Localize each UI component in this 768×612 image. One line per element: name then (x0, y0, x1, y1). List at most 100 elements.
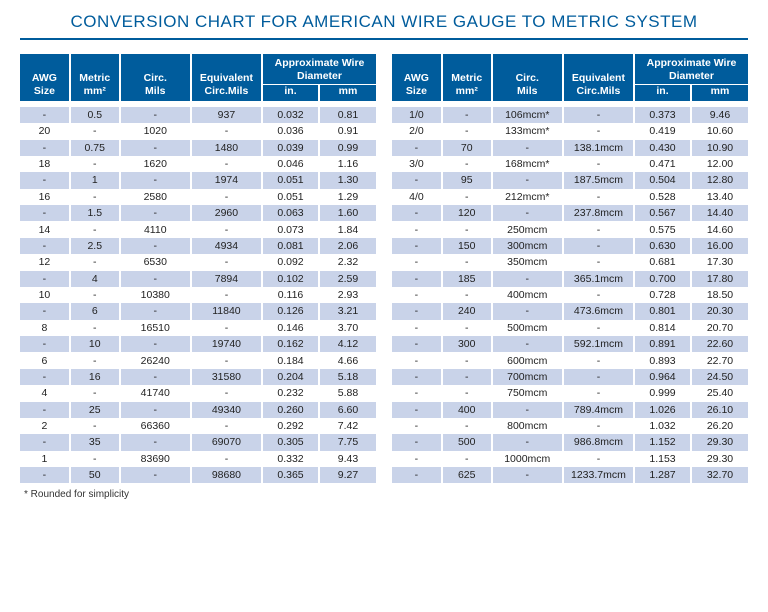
table-cell: - (191, 320, 262, 336)
table-cell: 0.891 (634, 336, 691, 352)
table-cell: 12.80 (691, 172, 748, 188)
table-cell: 0.630 (634, 238, 691, 254)
table-row: -300-592.1mcm0.89122.60 (392, 336, 748, 352)
table-cell: - (392, 320, 442, 336)
table-row: -1-19740.0511.30 (20, 172, 376, 188)
table-cell: 0.063 (262, 205, 319, 221)
table-cell: 0.373 (634, 107, 691, 123)
table-cell: - (20, 172, 70, 188)
table-cell: - (120, 271, 191, 287)
table-row: 10-10380-0.1162.93 (20, 287, 376, 303)
table-cell: 95 (442, 172, 492, 188)
table-cell: - (392, 205, 442, 221)
table-row: -1.5-29600.0631.60 (20, 205, 376, 221)
table-cell: - (120, 107, 191, 123)
table-cell: 29.30 (691, 451, 748, 467)
table-cell: 31580 (191, 369, 262, 385)
table-cell: - (20, 140, 70, 156)
table-cell: 0.116 (262, 287, 319, 303)
table-cell: - (392, 140, 442, 156)
table-cell: - (392, 467, 442, 483)
table-cell: 300 (442, 336, 492, 352)
table-cell: 240 (442, 303, 492, 319)
table-cell: - (120, 467, 191, 483)
table-cell: 16 (70, 369, 120, 385)
table-cell: - (20, 434, 70, 450)
table-cell: 41740 (120, 385, 191, 401)
table-cell: 0.365 (262, 467, 319, 483)
table-cell: 22.60 (691, 336, 748, 352)
table-cell: - (120, 369, 191, 385)
table-cell: 473.6mcm (563, 303, 634, 319)
table-cell: - (70, 189, 120, 205)
table-cell: 1.026 (634, 402, 691, 418)
table-cell: 0.419 (634, 123, 691, 139)
table-cell: 0.260 (262, 402, 319, 418)
table-cell: 4/0 (392, 189, 442, 205)
table-cell: - (492, 271, 563, 287)
table-cell: 986.8mcm (563, 434, 634, 450)
table-cell: 25 (70, 402, 120, 418)
table-cell: 0.036 (262, 123, 319, 139)
table-cell: 5.88 (319, 385, 376, 401)
table-cell: 0.75 (70, 140, 120, 156)
table-cell: 3.21 (319, 303, 376, 319)
table-cell: - (563, 451, 634, 467)
table-cell: - (442, 156, 492, 172)
table-cell: 0.073 (262, 221, 319, 237)
table-cell: 0.575 (634, 221, 691, 237)
table-cell: - (563, 238, 634, 254)
table-cell: 26.20 (691, 418, 748, 434)
table-cell: - (120, 205, 191, 221)
table-row: -95-187.5mcm0.50412.80 (392, 172, 748, 188)
table-cell: - (492, 467, 563, 483)
table-cell: - (563, 123, 634, 139)
table-row: -25-493400.2606.60 (20, 402, 376, 418)
table-cell: 3.70 (319, 320, 376, 336)
table-row: 20-1020-0.0360.91 (20, 123, 376, 139)
table-cell: 1.29 (319, 189, 376, 205)
table-cell: 13.40 (691, 189, 748, 205)
table-cell: 133mcm* (492, 123, 563, 139)
table-cell: 0.051 (262, 172, 319, 188)
table-cell: 1.30 (319, 172, 376, 188)
table-cell: 32.70 (691, 467, 748, 483)
table-cell: - (442, 221, 492, 237)
table-cell: 592.1mcm (563, 336, 634, 352)
col-equiv-top: Equivalent (191, 54, 262, 85)
table-cell: - (563, 418, 634, 434)
table-cell: - (120, 303, 191, 319)
table-cell: 1020 (120, 123, 191, 139)
table-cell: 66360 (120, 418, 191, 434)
table-cell: - (392, 352, 442, 368)
table-row: 14-4110-0.0731.84 (20, 221, 376, 237)
table-cell: 19740 (191, 336, 262, 352)
table-row: --700mcm-0.96424.50 (392, 369, 748, 385)
table-cell: 7894 (191, 271, 262, 287)
table-cell: 237.8mcm (563, 205, 634, 221)
table-cell: 6 (70, 303, 120, 319)
table-cell: - (392, 254, 442, 270)
table-cell: 2.5 (70, 238, 120, 254)
col-diam-group: Approximate Wire Diameter (262, 54, 376, 85)
table-cell: 14 (20, 221, 70, 237)
col-awg-top: AWG (20, 54, 70, 85)
table-cell: 0.91 (319, 123, 376, 139)
footnote: * Rounded for simplicity (20, 489, 748, 500)
table-row: 18-1620-0.0461.16 (20, 156, 376, 172)
table-row: --750mcm-0.99925.40 (392, 385, 748, 401)
table-row: -16-315800.2045.18 (20, 369, 376, 385)
table-cell: 0.032 (262, 107, 319, 123)
table-cell: 187.5mcm (563, 172, 634, 188)
right-table-body: 1/0-106mcm*-0.3739.462/0-133mcm*-0.41910… (392, 101, 748, 484)
table-cell: 1233.7mcm (563, 467, 634, 483)
table-cell: - (70, 254, 120, 270)
table-cell: - (392, 385, 442, 401)
table-row: --600mcm-0.89322.70 (392, 352, 748, 368)
table-cell: 98680 (191, 467, 262, 483)
table-cell: 1620 (120, 156, 191, 172)
table-row: 6-26240-0.1844.66 (20, 352, 376, 368)
table-cell: - (563, 287, 634, 303)
table-cell: - (20, 402, 70, 418)
table-cell: 2.59 (319, 271, 376, 287)
